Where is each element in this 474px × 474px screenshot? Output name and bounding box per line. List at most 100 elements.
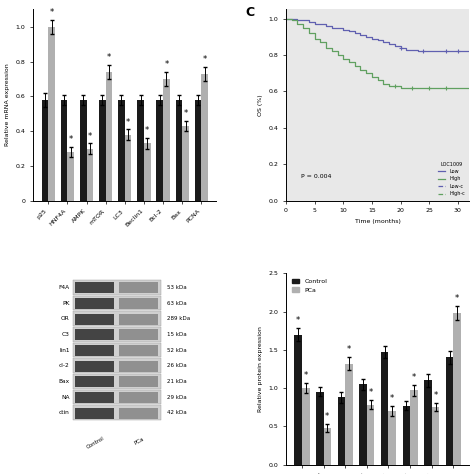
Bar <box>119 392 158 403</box>
Bar <box>119 376 158 387</box>
Text: PK: PK <box>62 301 70 306</box>
Bar <box>75 329 114 340</box>
Text: *: * <box>126 118 130 127</box>
Text: 15 kDa: 15 kDa <box>167 332 187 337</box>
Bar <box>75 376 114 387</box>
Bar <box>424 381 432 465</box>
Bar <box>119 282 158 293</box>
Bar <box>381 352 389 465</box>
Text: 26 kDa: 26 kDa <box>167 363 187 368</box>
Bar <box>118 100 125 201</box>
Text: 52 kDa: 52 kDa <box>167 347 187 353</box>
Text: *: * <box>107 54 111 63</box>
Text: Bax: Bax <box>59 379 70 384</box>
Bar <box>453 313 461 465</box>
Text: *: * <box>145 127 149 136</box>
Bar <box>175 100 182 201</box>
Text: OR: OR <box>61 316 70 321</box>
Text: PCa: PCa <box>134 436 145 446</box>
Text: C3: C3 <box>62 332 70 337</box>
Text: ctin: ctin <box>59 410 70 415</box>
Bar <box>73 390 162 404</box>
Text: *: * <box>69 135 73 144</box>
Bar <box>99 100 106 201</box>
Bar <box>359 384 367 465</box>
Bar <box>75 282 114 293</box>
Text: 42 kDa: 42 kDa <box>167 410 187 415</box>
Bar <box>73 343 162 357</box>
Bar <box>73 405 162 420</box>
Bar <box>80 100 86 201</box>
Bar <box>446 357 453 465</box>
Text: *: * <box>183 109 188 118</box>
Y-axis label: Relative mRNA expression: Relative mRNA expression <box>5 64 10 146</box>
Bar <box>61 100 67 201</box>
Bar <box>48 27 55 201</box>
Text: NA: NA <box>61 395 70 400</box>
Bar <box>75 314 114 325</box>
Y-axis label: OS (%): OS (%) <box>258 94 263 116</box>
Bar <box>137 100 144 201</box>
Bar <box>389 411 396 465</box>
Text: F4A: F4A <box>59 285 70 290</box>
X-axis label: Time (months): Time (months) <box>355 219 401 224</box>
Text: *: * <box>412 373 416 382</box>
Bar <box>106 72 112 201</box>
Bar <box>86 148 93 201</box>
Text: 29 kDa: 29 kDa <box>167 395 187 400</box>
Text: *: * <box>164 61 169 70</box>
Bar <box>182 126 189 201</box>
Text: 21 kDa: 21 kDa <box>167 379 187 384</box>
Bar <box>42 100 48 201</box>
Bar <box>119 298 158 309</box>
Bar <box>75 408 114 419</box>
Bar <box>73 296 162 310</box>
Text: *: * <box>325 412 329 421</box>
Text: 63 kDa: 63 kDa <box>167 301 187 306</box>
Text: *: * <box>49 9 54 18</box>
Bar <box>75 298 114 309</box>
Bar <box>75 361 114 372</box>
Y-axis label: Relative protein expression: Relative protein expression <box>258 326 263 412</box>
Text: *: * <box>368 388 373 397</box>
Bar <box>432 407 439 465</box>
Text: cl-2: cl-2 <box>59 363 70 368</box>
Bar <box>125 135 131 201</box>
Bar <box>345 364 353 465</box>
Bar <box>73 280 162 295</box>
Bar <box>156 100 163 201</box>
Legend: Low, High, Low-c, High-c: Low, High, Low-c, High-c <box>436 160 467 198</box>
Text: *: * <box>296 316 300 325</box>
Text: *: * <box>347 346 351 355</box>
Bar <box>324 428 331 465</box>
Bar <box>75 392 114 403</box>
Bar <box>73 311 162 326</box>
Text: *: * <box>303 372 308 381</box>
Bar <box>201 74 208 201</box>
Bar <box>119 408 158 419</box>
Text: 289 kDa: 289 kDa <box>167 316 190 321</box>
Bar <box>302 388 310 465</box>
Bar <box>73 374 162 389</box>
Text: Control: Control <box>86 436 105 450</box>
Bar <box>73 327 162 342</box>
Bar <box>294 335 302 465</box>
Bar <box>163 79 170 201</box>
Bar <box>367 405 374 465</box>
Legend: Control, PCa: Control, PCa <box>365 9 406 29</box>
Bar <box>195 100 201 201</box>
Text: 53 kDa: 53 kDa <box>167 285 187 290</box>
Bar <box>119 329 158 340</box>
Bar <box>402 406 410 465</box>
Text: *: * <box>433 391 438 400</box>
Bar <box>144 143 151 201</box>
Legend: Control, PCa: Control, PCa <box>289 276 329 295</box>
Bar <box>316 392 324 465</box>
Text: P = 0.004: P = 0.004 <box>301 174 331 179</box>
Bar <box>75 345 114 356</box>
Bar <box>73 358 162 373</box>
Text: *: * <box>390 394 394 403</box>
Text: *: * <box>455 294 459 303</box>
Bar <box>337 397 345 465</box>
Text: *: * <box>202 55 207 64</box>
